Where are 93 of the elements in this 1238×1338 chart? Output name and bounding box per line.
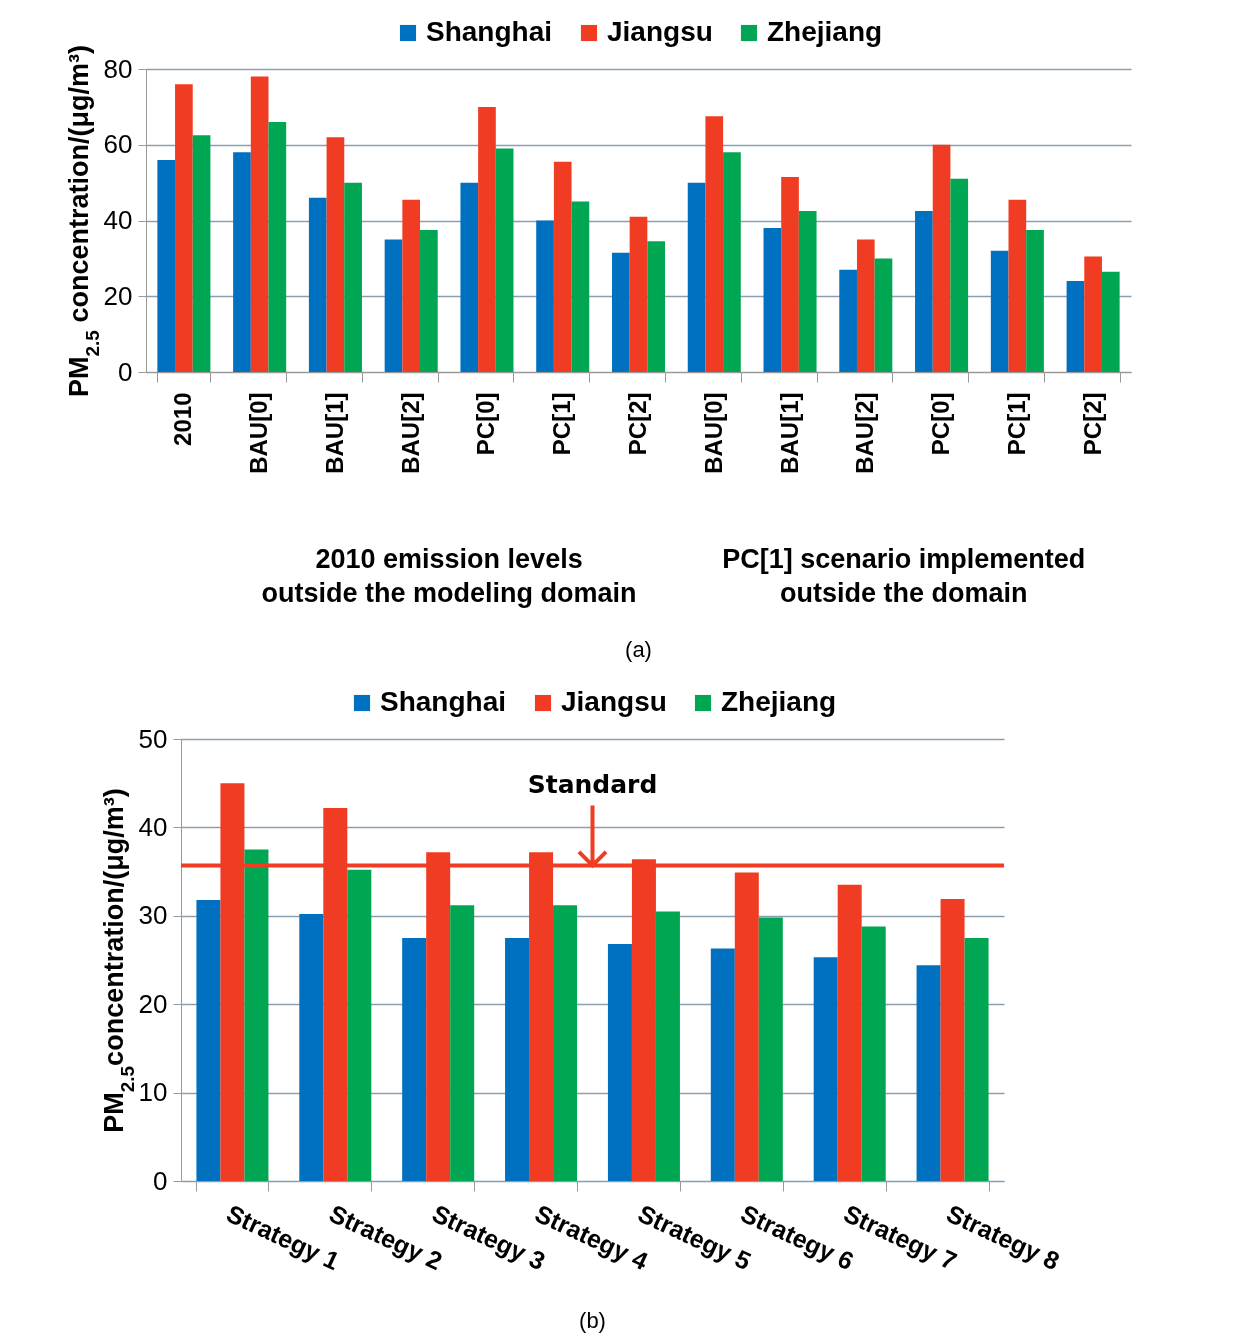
x-tick-label: PC[2] [624,392,651,456]
bar [402,937,427,1181]
bar [244,849,269,1181]
y-tick-label: 20 [138,988,168,1019]
bar [647,241,666,372]
bar [192,135,211,372]
bar [856,239,875,372]
x-tick-label: PC[1] [548,392,576,456]
bar [1101,271,1120,372]
bar [723,152,741,372]
y-tick-label: 10 [138,1077,168,1108]
bar [734,872,759,1181]
legend-label: Zhejiang [767,16,883,47]
y-tick-label: 20 [103,280,133,311]
bar [964,937,989,1181]
bar [1084,256,1102,372]
bar [687,182,706,372]
y-tick-label: 50 [138,723,168,754]
x-tick-label: PC[1] [1002,392,1030,456]
x-tick-label: BAU[2] [396,392,424,474]
bar [420,229,438,372]
bar [607,944,632,1181]
bar [347,869,372,1181]
bar [553,161,572,372]
bar [1026,229,1044,372]
y-tick-label: 60 [103,129,133,160]
legend-label: Shanghai [380,686,507,717]
bar [450,905,475,1181]
bar [571,201,590,372]
bar [611,252,630,372]
y-tick-label: 80 [103,53,133,84]
bar [839,269,857,372]
bar [1008,199,1027,372]
y-tick-label: 40 [138,811,168,842]
bar [763,228,782,372]
x-tick-label: PC[0] [472,392,500,456]
bar [950,178,969,372]
bar [874,258,893,372]
bar [250,76,269,372]
bar [308,197,327,372]
bar [268,122,287,372]
bar [326,137,345,372]
x-tick-label: BAU[1] [320,392,348,474]
bar [655,911,680,1181]
x-tick-label: BAU[0] [699,392,727,474]
bar [233,152,251,372]
ref-line-label: Standard [527,770,658,800]
text: PC[1] scenario implemented outside the domain [722,544,1086,608]
bar [813,957,838,1181]
legend-label: Shanghai [426,16,553,47]
bar [299,914,324,1181]
text: 2010 emission levels outside the modeling domain [261,544,637,608]
bar [940,899,965,1181]
x-tick-label: PC[0] [927,392,955,456]
x-tick-label: BAU[0] [245,392,273,474]
y-tick-label: 40 [103,205,133,235]
bar [505,937,530,1181]
text: (a) [625,637,652,662]
legend-label: Jiangsu [561,686,667,717]
y-tick-label: 0 [118,356,133,387]
bar [344,182,362,372]
bar [460,182,479,372]
bar [402,199,421,372]
bar [915,211,933,372]
bar [175,84,193,372]
text: (b) [579,1308,606,1333]
bar [536,220,554,372]
bar [837,884,862,1181]
bar [861,926,886,1181]
x-tick-label: 2010 [169,392,197,446]
bar [916,965,941,1181]
bar [629,216,648,372]
bar [157,159,176,372]
y-tick-label: 30 [138,900,168,931]
legend-label: Zhejiang [721,686,837,717]
bar [1066,281,1085,372]
bar [932,144,951,372]
bar [710,948,735,1181]
bar [705,116,724,372]
legend-label: Jiangsu [607,16,713,47]
bar [495,148,514,372]
bar [758,917,783,1181]
bar [798,211,817,372]
bar [196,899,221,1181]
bar [990,250,1009,372]
x-tick-label: PC[2] [1078,392,1106,456]
bar [553,905,578,1181]
y-tick-label: 0 [153,1165,168,1196]
x-tick-label: BAU[1] [775,392,803,474]
bar [781,176,799,372]
bar [478,106,496,372]
x-tick-label: BAU[2] [851,392,879,474]
bar [384,239,403,372]
